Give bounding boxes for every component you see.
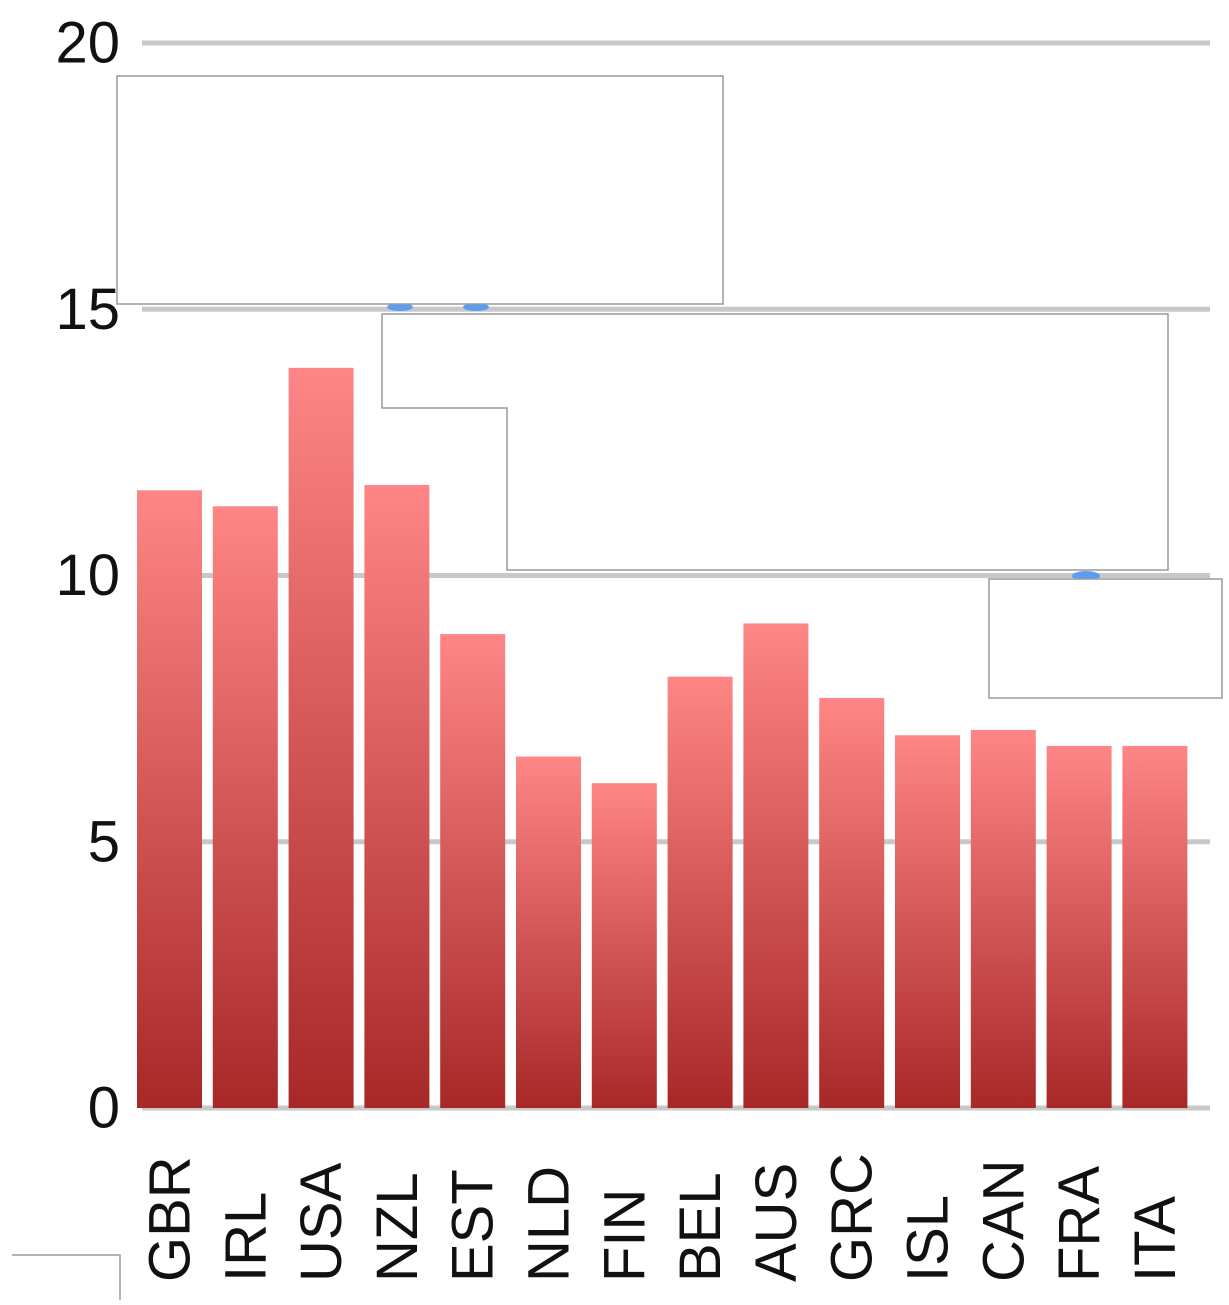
bar-fin	[591, 783, 657, 1108]
bar-gbr	[137, 490, 202, 1108]
bar-nld	[516, 756, 581, 1108]
x-tick-label: CAN	[971, 1160, 1036, 1282]
overlay-box-top	[116, 75, 724, 305]
x-tick-label: GRC	[820, 1153, 885, 1282]
x-tick-label: IRL	[213, 1192, 278, 1282]
bar-aus	[743, 623, 809, 1108]
bar-irl	[212, 506, 278, 1108]
bar-grc	[819, 697, 885, 1108]
x-tick-label: EST	[441, 1169, 506, 1282]
bar-est	[440, 634, 506, 1108]
hidden-marker	[387, 303, 413, 311]
y-tick-label: 15	[55, 277, 120, 342]
y-tick-label: 10	[55, 543, 120, 608]
bars	[137, 367, 1188, 1109]
bar-can	[970, 729, 1036, 1108]
bar-usa	[288, 367, 354, 1108]
y-axis-ticks: 0 5 10 15 20	[55, 11, 120, 1141]
y-tick-label: 0	[88, 1076, 120, 1141]
x-tick-label: FRA	[1047, 1166, 1112, 1282]
overlay-box-right	[988, 578, 1223, 699]
x-axis-ticks: GBR IRL USA NZL EST NLD FIN BEL AUS GRC ISL CAN FRA I…	[138, 1153, 1188, 1282]
bar-bel	[667, 676, 733, 1108]
x-tick-label: NZL	[365, 1172, 430, 1282]
y-tick-label: 5	[88, 809, 120, 874]
bar-nzl	[364, 484, 430, 1109]
x-tick-label: NLD	[517, 1166, 582, 1282]
x-tick-label: BEL	[668, 1172, 733, 1282]
x-tick-label: FIN	[592, 1189, 657, 1282]
overlay-box-middle	[381, 313, 1169, 571]
bar-ita	[1122, 745, 1188, 1108]
bar-isl	[895, 735, 960, 1108]
overlay-box-corner	[12, 1254, 121, 1300]
x-tick-label: ITA	[1123, 1196, 1188, 1282]
x-tick-label: ISL	[896, 1195, 961, 1282]
x-tick-label: GBR	[138, 1156, 203, 1282]
overlay-boxes	[12, 75, 1223, 1300]
hidden-marker	[463, 303, 489, 311]
x-tick-label: AUS	[744, 1163, 809, 1282]
bar-fra	[1046, 745, 1112, 1108]
y-tick-label: 20	[55, 11, 120, 76]
x-tick-label: USA	[289, 1162, 354, 1282]
